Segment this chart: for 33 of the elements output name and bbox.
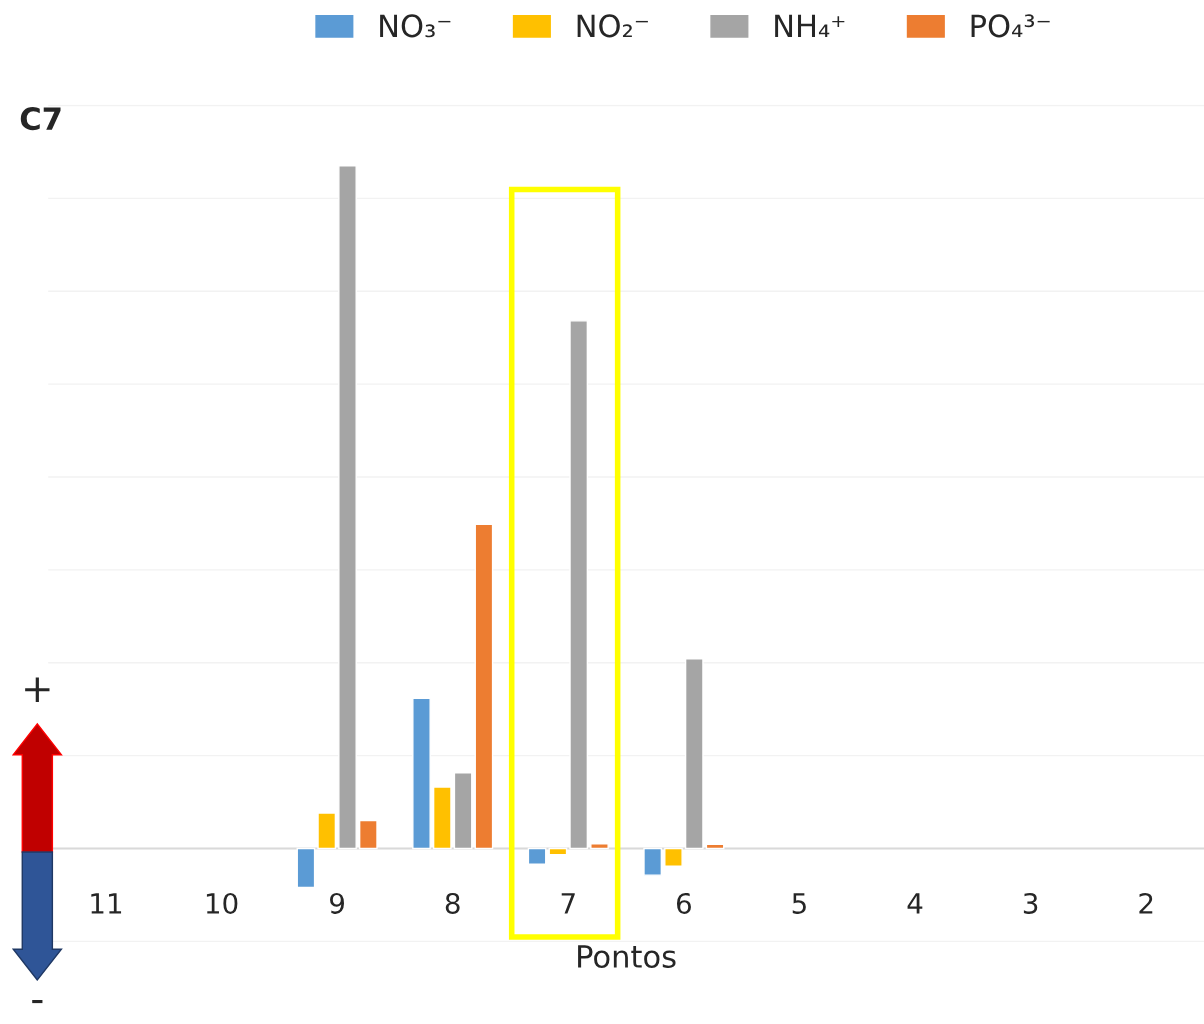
annotation: + bbox=[25, 677, 50, 702]
x-axis-title: Pontos bbox=[578, 945, 676, 968]
bar bbox=[474, 523, 494, 850]
bar bbox=[296, 847, 316, 889]
bar bbox=[664, 847, 683, 867]
chart-title: C7 bbox=[20, 107, 61, 131]
x-tick-label: 6 bbox=[676, 892, 691, 914]
x-tick-label: 5 bbox=[792, 893, 806, 914]
bar bbox=[338, 165, 357, 850]
x-tick-label: 3 bbox=[1023, 892, 1038, 914]
bar bbox=[590, 843, 609, 850]
bar bbox=[358, 819, 378, 850]
bar bbox=[317, 812, 337, 850]
x-tick-label: 4 bbox=[907, 893, 923, 914]
x-tick-label: 9 bbox=[330, 892, 344, 914]
text: - bbox=[32, 1000, 43, 1004]
bar bbox=[412, 697, 431, 850]
bar bbox=[453, 772, 473, 850]
x-tick-label: 7 bbox=[561, 893, 575, 914]
x-tick-label: 8 bbox=[445, 892, 460, 914]
legend-label: NH₄⁺ bbox=[775, 14, 845, 38]
legend-label: NO₃⁻ bbox=[380, 14, 451, 38]
x-tick-label: 10 bbox=[206, 892, 238, 914]
legend-label: NO₂⁻ bbox=[577, 14, 648, 38]
bar bbox=[527, 847, 547, 865]
bar bbox=[643, 847, 663, 876]
x-tick-label: 11 bbox=[91, 893, 122, 914]
bar bbox=[569, 320, 589, 850]
bar bbox=[684, 658, 704, 850]
bar bbox=[548, 847, 568, 856]
legend-label: PO₄³⁻ bbox=[971, 14, 1050, 38]
bar bbox=[432, 786, 452, 850]
x-tick-label: 2 bbox=[1139, 892, 1153, 914]
